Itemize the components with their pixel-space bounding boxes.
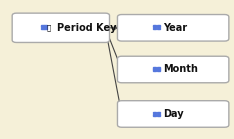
Bar	[44, 28, 47, 29]
Bar	[157, 114, 160, 116]
Bar	[153, 114, 156, 116]
FancyBboxPatch shape	[117, 101, 229, 127]
Text: Day: Day	[163, 109, 183, 119]
Bar	[157, 112, 160, 113]
Bar	[157, 67, 160, 69]
Bar	[153, 67, 156, 69]
Bar	[153, 112, 156, 113]
FancyBboxPatch shape	[117, 15, 229, 41]
Text: Period Key: Period Key	[57, 23, 117, 33]
Bar	[44, 25, 47, 27]
Bar	[153, 69, 156, 71]
Bar	[40, 25, 44, 27]
Text: Year: Year	[163, 23, 187, 33]
Bar	[157, 28, 160, 29]
FancyBboxPatch shape	[12, 13, 110, 43]
FancyBboxPatch shape	[117, 56, 229, 83]
Bar	[153, 28, 156, 29]
Bar	[157, 69, 160, 71]
Bar	[157, 25, 160, 27]
Text: 🔑: 🔑	[47, 24, 51, 31]
Text: Month: Month	[163, 64, 198, 75]
Bar	[153, 25, 156, 27]
Bar	[40, 28, 44, 29]
